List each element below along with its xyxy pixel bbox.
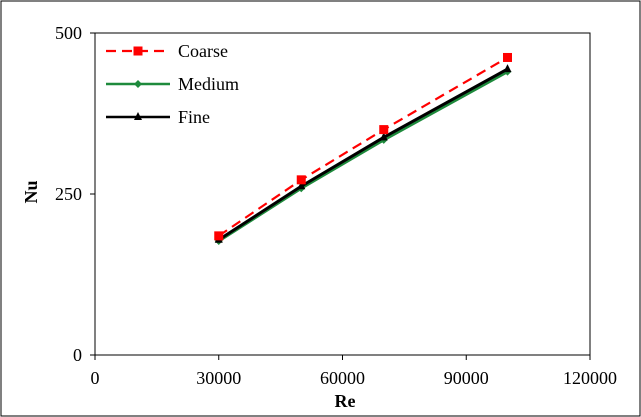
legend-marker-medium <box>134 80 142 88</box>
series-layer <box>214 52 512 246</box>
series-line-fine <box>217 67 509 241</box>
x-tick-label: 90000 <box>444 368 489 388</box>
legend-marker-coarse <box>133 46 143 56</box>
data-point-coarse <box>503 52 512 62</box>
x-tick-label: 30000 <box>196 368 241 388</box>
series-line-coarse <box>218 56 509 237</box>
legend: Coarse Medium Fine <box>106 41 239 127</box>
y-axis-title: Nu <box>21 180 41 203</box>
legend-label-fine: Fine <box>178 107 210 127</box>
y-tick-label: 250 <box>55 184 82 204</box>
x-tick-label: 0 <box>91 368 100 388</box>
x-tick-label: 120000 <box>563 368 617 388</box>
data-point-fine <box>379 132 388 141</box>
legend-marker-fine <box>134 112 142 120</box>
y-tick-label: 0 <box>73 345 82 365</box>
x-axis-title: Re <box>335 391 356 411</box>
data-point-coarse <box>379 125 389 135</box>
legend-label-medium: Medium <box>178 74 239 94</box>
x-tick-label: 60000 <box>320 368 365 388</box>
data-point-fine <box>503 64 512 73</box>
y-tick-label: 500 <box>55 23 82 43</box>
axes: 0 250 500 0 30000 60000 90000 120000 <box>55 23 617 388</box>
legend-label-coarse: Coarse <box>178 41 228 61</box>
data-point-fine <box>297 181 306 190</box>
data-point-coarse <box>214 231 224 241</box>
data-point-coarse <box>296 175 306 185</box>
